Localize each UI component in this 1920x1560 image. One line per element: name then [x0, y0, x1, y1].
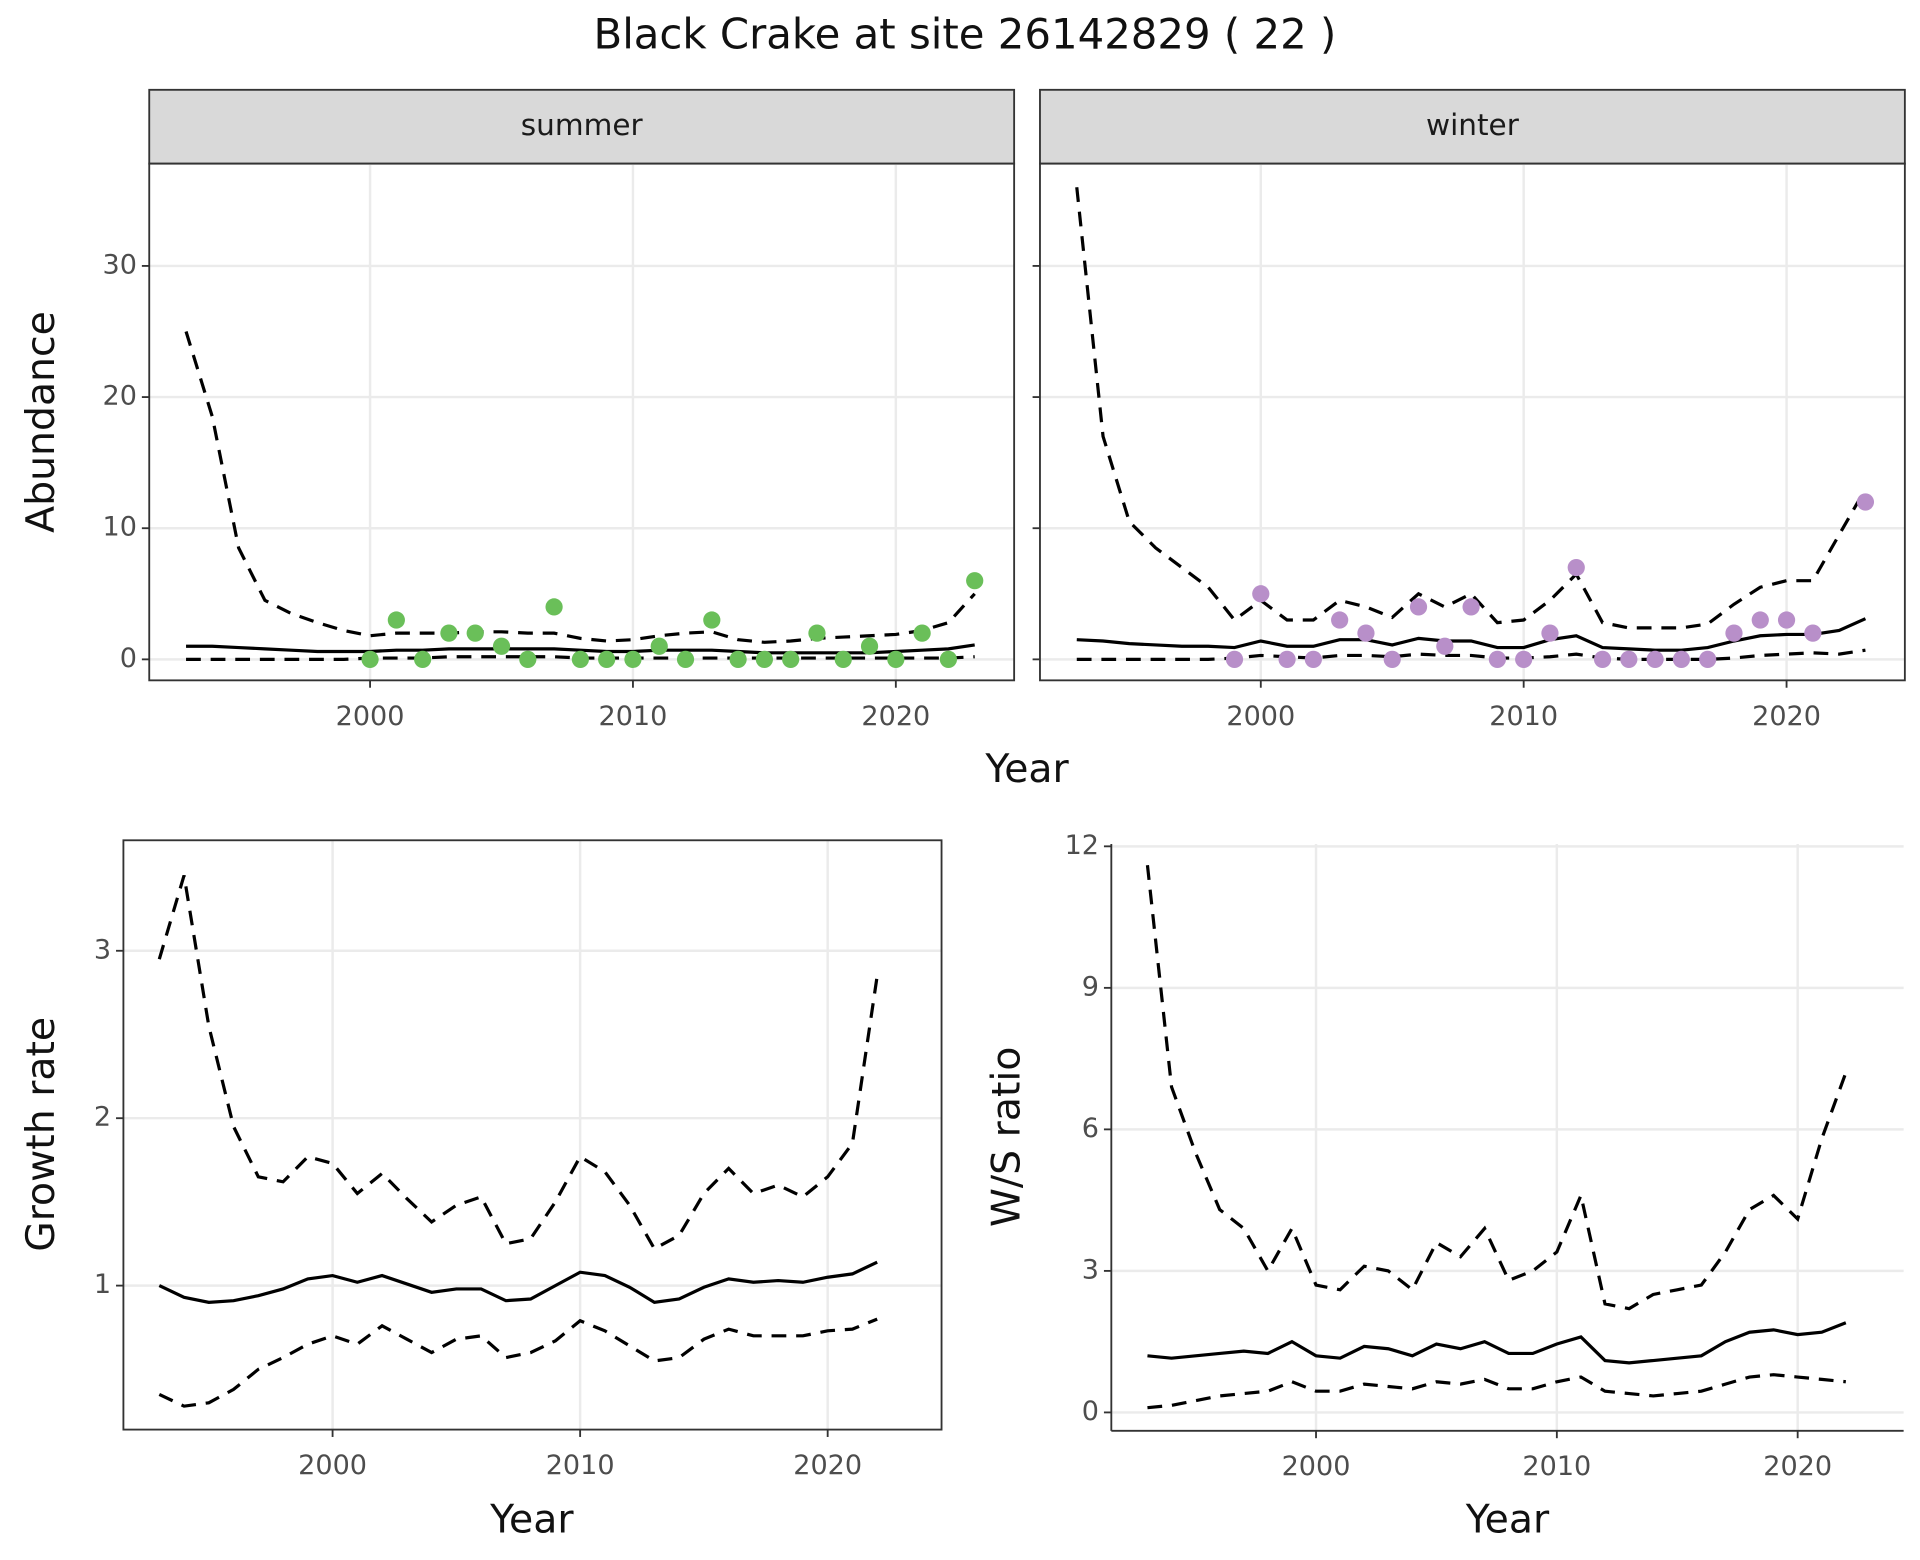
y-tick-label: 6 [1082, 1113, 1099, 1144]
x-axis-title: Year [984, 746, 1069, 792]
facet-label: winter [1426, 108, 1520, 142]
y-tick-label: 10 [103, 512, 137, 543]
series-line [158, 1317, 878, 1408]
data-point [1357, 624, 1375, 642]
data-point [598, 650, 616, 668]
data-point [939, 650, 958, 668]
series-line [184, 331, 976, 644]
data-point [1567, 558, 1585, 577]
data-point [887, 650, 905, 668]
x-tick-label: 2000 [336, 701, 405, 732]
data-point [755, 650, 774, 668]
y-axis-title: Growth rate [18, 1017, 64, 1252]
x-tick-label: 2020 [1752, 701, 1821, 732]
series-line [158, 1260, 878, 1305]
series-line [1147, 1373, 1846, 1410]
data-point [834, 650, 852, 668]
facet-label: summer [521, 108, 644, 142]
data-point [1436, 637, 1454, 655]
data-point [729, 650, 747, 668]
x-tick-label: 2000 [1282, 1451, 1351, 1482]
y-tick-label: 30 [103, 249, 137, 280]
panel-frame [1039, 162, 1906, 682]
x-tick-label: 2010 [599, 701, 668, 732]
series-line [1076, 648, 1866, 661]
data-point [624, 650, 642, 668]
data-point [913, 624, 931, 642]
x-tick-label: 2000 [298, 1450, 367, 1481]
series-line [1145, 865, 1848, 1311]
data-point [571, 650, 589, 668]
data-point [1462, 598, 1480, 616]
data-point [519, 650, 537, 668]
data-point [1252, 585, 1270, 603]
x-tick-label: 2000 [1226, 701, 1295, 732]
data-point [1804, 624, 1822, 642]
data-point [966, 572, 984, 590]
data-point [1541, 624, 1559, 642]
y-tick-label: 20 [103, 381, 137, 412]
data-point [1672, 650, 1691, 668]
y-tick-label: 9 [1082, 971, 1099, 1002]
data-point [1515, 650, 1533, 668]
x-axis-title: Year [1465, 1496, 1550, 1542]
data-point [650, 637, 668, 655]
data-point [1620, 650, 1638, 668]
x-tick-label: 2020 [861, 701, 930, 732]
data-point [1488, 650, 1506, 668]
data-point [414, 650, 432, 668]
data-point [703, 611, 721, 629]
y-tick-label: 12 [1065, 830, 1099, 861]
y-tick-label: 0 [120, 643, 137, 674]
data-point [1593, 650, 1612, 668]
y-tick-label: 3 [1082, 1254, 1099, 1285]
data-point [1751, 611, 1769, 629]
data-point [1646, 650, 1664, 668]
data-point [808, 624, 826, 642]
data-point [1409, 598, 1428, 616]
data-point [545, 598, 563, 616]
data-point [1777, 611, 1796, 629]
x-tick-label: 2020 [793, 1450, 862, 1481]
y-tick-label: 1 [94, 1269, 111, 1300]
x-tick-label: 2010 [1522, 1451, 1591, 1482]
data-point [782, 650, 800, 668]
y-tick-label: 3 [94, 934, 111, 965]
data-point [1383, 650, 1401, 668]
series-line [1147, 1321, 1847, 1365]
data-point [1699, 650, 1717, 668]
series-line [1075, 187, 1867, 630]
x-axis-title: Year [489, 1496, 574, 1542]
data-point [1725, 624, 1743, 642]
data-point [440, 624, 458, 642]
data-point [860, 637, 879, 655]
panel-frame [122, 839, 943, 1431]
x-tick-label: 2010 [546, 1450, 615, 1481]
y-axis-title: Abundance [18, 311, 64, 533]
panel-frame [148, 162, 1016, 682]
facet-strip [148, 88, 1016, 165]
y-tick-label: 0 [1082, 1396, 1099, 1427]
data-point [1225, 650, 1244, 668]
y-axis-title: W/S ratio [984, 1047, 1030, 1227]
data-point [387, 611, 405, 629]
data-point [1856, 493, 1875, 511]
data-point [361, 650, 379, 668]
data-point [1278, 650, 1296, 668]
data-point [466, 624, 484, 642]
figure-title: Black Crake at site 26142829 ( 22 ) [594, 9, 1337, 58]
x-tick-label: 2010 [1489, 701, 1558, 732]
data-point [676, 650, 695, 668]
y-tick-label: 2 [94, 1102, 111, 1133]
series-line [157, 874, 879, 1251]
x-tick-label: 2020 [1763, 1451, 1832, 1482]
data-point [492, 637, 511, 655]
data-point [1331, 611, 1349, 629]
data-point [1304, 650, 1322, 668]
